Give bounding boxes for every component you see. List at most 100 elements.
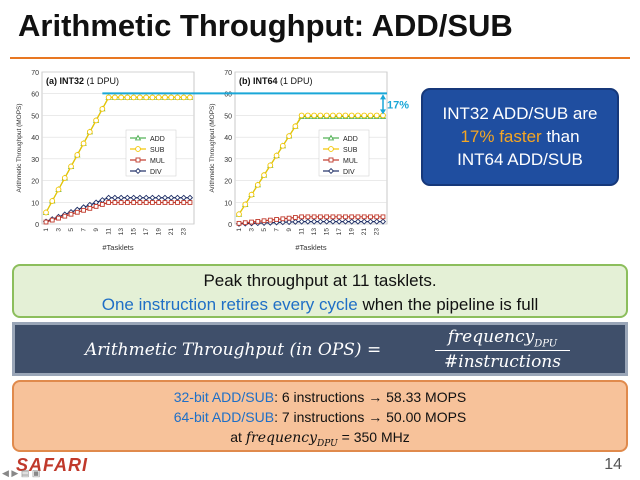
int64-div-point — [304, 218, 311, 225]
int32-xtick-label: 1 — [43, 228, 50, 232]
int64-mul-point — [380, 214, 386, 220]
int32-legend-marker — [135, 146, 141, 152]
int32-mul-point — [137, 200, 143, 205]
int32-sub-point — [80, 140, 87, 147]
int64-legend-marker — [327, 134, 335, 141]
int64-title-rest: (1 DPU) — [278, 76, 313, 86]
int32-div-point — [111, 194, 118, 201]
callout-line1: INT32 ADD/SUB are — [442, 104, 598, 123]
int64-sub-point — [323, 112, 330, 119]
int32-mul-point — [143, 200, 149, 205]
int32-legend-label: SUB — [150, 147, 165, 154]
int64-sub-point — [254, 182, 261, 188]
freq-subscript: DPU — [317, 438, 338, 449]
delta-label: 17% — [387, 99, 409, 111]
int64-mul-point — [324, 214, 330, 220]
int32-div-point — [155, 194, 162, 201]
int64-ytick-label: 70 — [224, 70, 232, 77]
int64-sub-point — [298, 112, 305, 119]
int32-xtick-label: 19 — [156, 228, 163, 236]
formula-denominator: #instructions — [444, 352, 561, 373]
int64-div-point — [361, 218, 368, 225]
int64-div-point — [329, 218, 336, 225]
int64-mul-point — [336, 214, 342, 220]
int64-legend-label: DIV — [343, 169, 355, 176]
int32-sub-point — [155, 94, 162, 101]
int32-ytick-label: 40 — [31, 135, 39, 142]
int64-xtick-label: 5 — [261, 228, 268, 232]
int64-detail: : 7 instructions → 50.00 MOPS — [274, 409, 467, 425]
int64-sub-point — [311, 112, 317, 119]
frequency-line: at frequencyDPU = 350 MHz — [14, 427, 626, 454]
int32-xtick-label: 9 — [93, 228, 100, 232]
freq-symbol: frequency — [245, 430, 318, 446]
int64-legend-marker — [327, 167, 335, 175]
int64-xlabel: #Tasklets — [295, 243, 327, 252]
int32-div-point — [105, 194, 112, 201]
int32-mul-point — [150, 200, 155, 205]
int32-sub-point — [130, 94, 137, 101]
int64-xtick-label: 19 — [349, 228, 356, 236]
int64-xtick-label: 23 — [374, 228, 381, 236]
int32-sub-point — [124, 94, 131, 101]
int64-xtick-label: 15 — [324, 228, 331, 236]
callout-line3: INT64 ADD/SUB — [457, 150, 583, 169]
int64-div-point — [323, 218, 330, 225]
int32-mul-point — [181, 200, 187, 205]
callout-line2: 17% faster than — [423, 125, 617, 148]
int32-sub-point — [105, 94, 112, 101]
int32-legend-marker — [135, 157, 141, 163]
int32-xtick-label: 15 — [131, 228, 138, 236]
int32-title: (a) INT32 (1 DPU) — [46, 76, 119, 86]
freq-prefix: at — [230, 429, 246, 445]
int64-title-bold: (b) INT64 — [239, 76, 278, 86]
int32-ytick-label: 70 — [31, 70, 39, 77]
int32-div-point — [118, 194, 125, 201]
int32-div-point — [130, 194, 137, 201]
int64-div-point — [279, 219, 286, 226]
int64-sub-point — [279, 142, 286, 149]
int64-div-point — [292, 218, 299, 225]
int32-xtick-label: 5 — [68, 228, 75, 232]
int32-sub-point — [49, 198, 56, 204]
int32-xtick-label: 11 — [106, 228, 113, 235]
peak-line2-rest: when the pipeline is full — [357, 295, 539, 314]
int64-ytick-label: 10 — [224, 200, 232, 207]
int64-xtick-label: 7 — [274, 228, 281, 232]
int32-detail: : 6 instructions → 58.33 MOPS — [274, 389, 467, 405]
int64-mul-point — [305, 214, 311, 220]
int32-sub-point — [68, 163, 74, 170]
peak-throughput-box: Peak throughput at 11 tasklets. One inst… — [12, 264, 628, 318]
int64-div-point — [298, 218, 305, 225]
int64-legend-marker — [328, 157, 334, 163]
slide-nav-icons[interactable]: ◀ ▶ ▤ ▣ — [2, 468, 41, 478]
int32-title-bold: (a) INT32 — [46, 76, 84, 86]
numerator-subscript: DPU — [534, 338, 558, 350]
int32-mul-point — [93, 204, 99, 209]
int64-sub-point — [330, 112, 336, 119]
int32-sub-point — [149, 94, 156, 101]
int32-label: 32-bit ADD/SUB — [173, 389, 275, 405]
int64-sub-point — [373, 112, 380, 119]
int32-sub-point — [143, 94, 150, 101]
freq-value: = 350 MHz — [337, 429, 410, 445]
peak-line2-blue: One instruction retires every cycle — [101, 295, 358, 314]
int32-div-point — [124, 194, 131, 201]
int32-mul-point — [68, 211, 74, 217]
int32-mul-point — [56, 215, 61, 221]
int64-xtick-label: 1 — [236, 228, 243, 232]
peak-line1: Peak throughput at 11 tasklets. — [203, 271, 437, 290]
int32-div-point — [136, 194, 143, 201]
int32-div-point — [143, 194, 150, 201]
int64-xtick-label: 9 — [286, 228, 293, 232]
int32-sub-point — [187, 94, 193, 101]
int32-mul-point — [162, 200, 168, 205]
int64-sub-point — [317, 112, 324, 119]
int32-line: 32-bit ADD/SUB: 6 instructions → 58.33 M… — [14, 387, 626, 407]
int64-line: 64-bit ADD/SUB: 7 instructions → 50.00 M… — [14, 407, 626, 427]
int32-div-point — [186, 194, 194, 201]
int64-mul-point — [299, 214, 304, 220]
int64-mul-point — [280, 216, 286, 222]
int64-div-point — [342, 218, 349, 225]
int64-mul-point — [261, 218, 267, 224]
